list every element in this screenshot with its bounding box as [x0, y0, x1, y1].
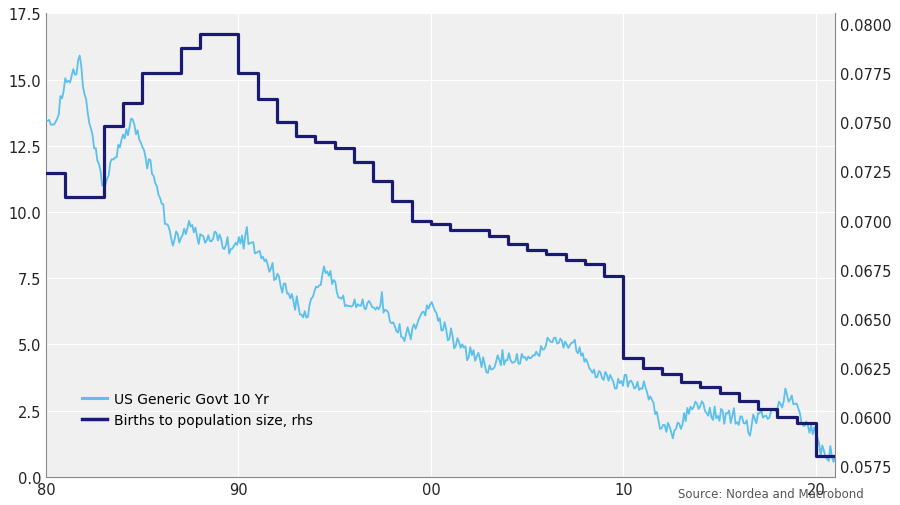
- Text: Source: Nordea and Macrobond: Source: Nordea and Macrobond: [679, 487, 864, 500]
- Legend: US Generic Govt 10 Yr, Births to population size, rhs: US Generic Govt 10 Yr, Births to populat…: [76, 387, 319, 433]
